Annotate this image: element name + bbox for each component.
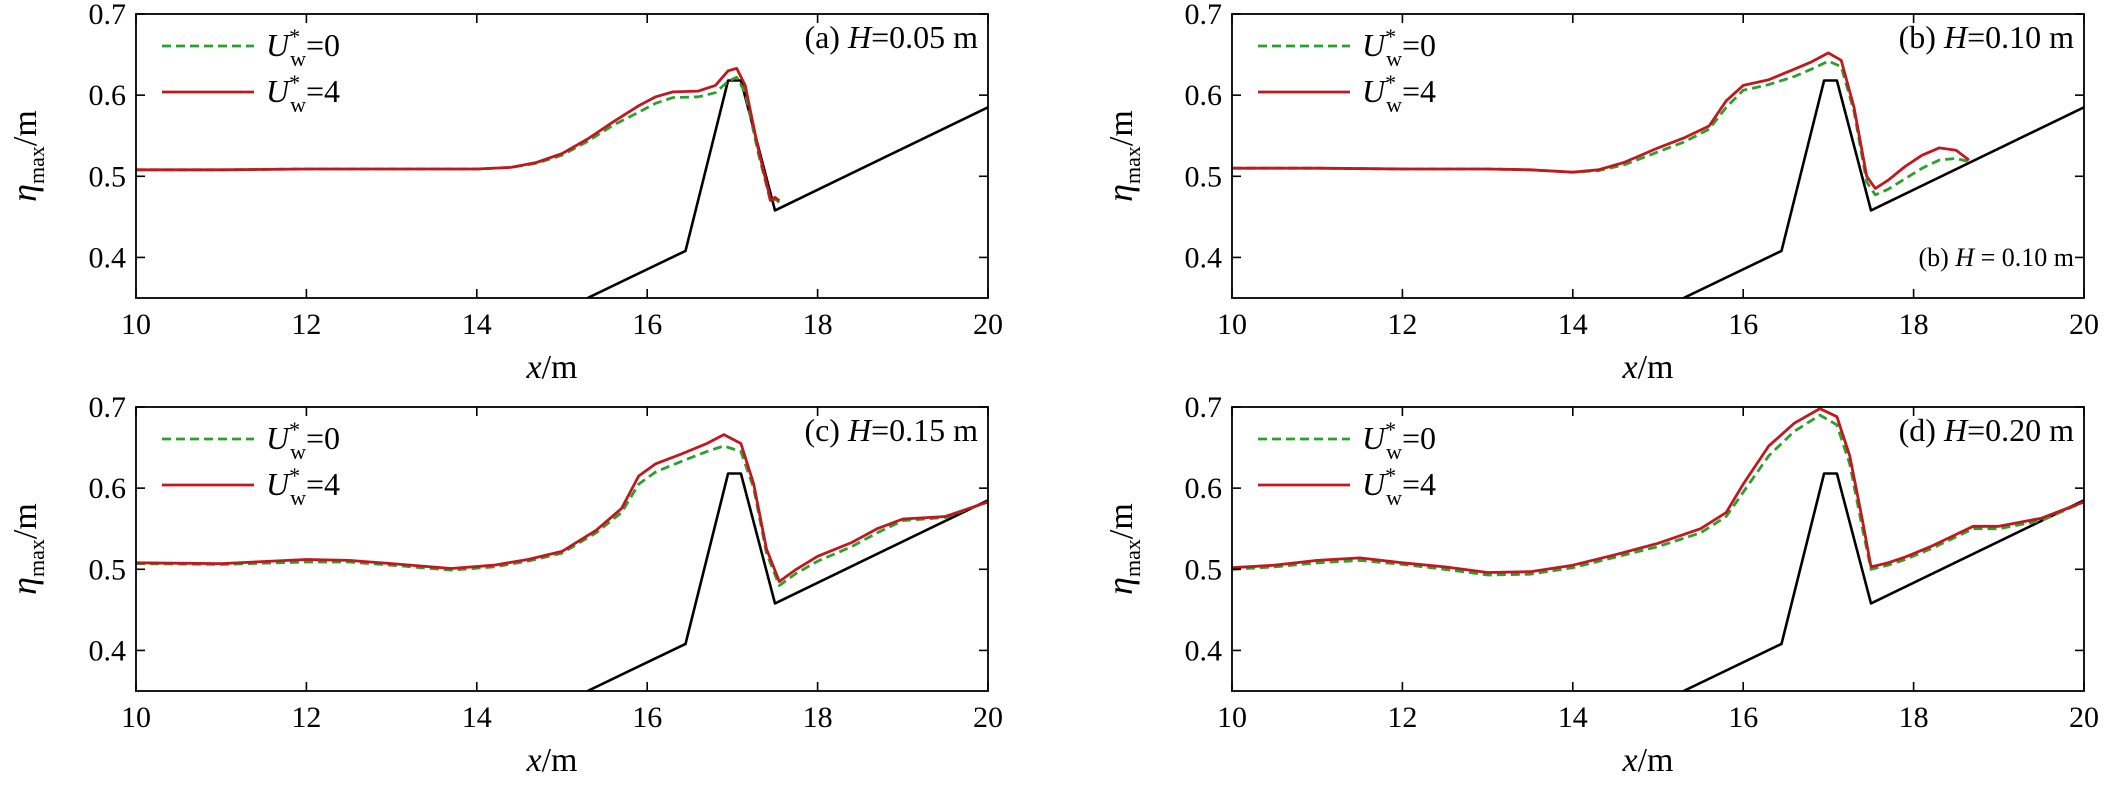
x-axis-label: x/m	[1622, 349, 1674, 386]
y-axis-label: ηmax/m	[1100, 110, 1145, 202]
legend-label-uw0: U* w=0	[1362, 24, 1436, 71]
panel-d: 10 12 14 16 18 20 0.4 0.5 0.6 0.7 x/m ηmax/m (d) H=0…	[1100, 391, 2099, 779]
axes-frame	[1231, 406, 2085, 692]
legend: U* w=0U* w=4	[162, 417, 340, 510]
panel-title: (b) H=0.10 m	[1899, 19, 2074, 55]
x-tick-label: 12	[1387, 701, 1417, 734]
x-axis-label: x/m	[526, 349, 578, 386]
plot-area	[136, 433, 988, 691]
legend-label-uw0: U* w=0	[266, 24, 340, 71]
bathymetry-line	[1683, 472, 2084, 691]
y-tick-label: 0.7	[89, 0, 127, 31]
bathymetry-line	[587, 79, 988, 298]
y-tick-label: 0.6	[1185, 79, 1223, 112]
legend-label-uw4: U* w=4	[266, 70, 340, 117]
panel-b: 10 12 14 16 18 20 0.4 0.5 0.6 0.7 x/m ηmax/m (b) H=0…	[1100, 0, 2099, 386]
plot-area	[136, 67, 988, 298]
x-tick-label: 14	[1558, 701, 1588, 734]
legend-label-uw4: U* w=4	[266, 463, 340, 510]
series-line-uw4	[136, 433, 988, 583]
y-tick-label: 0.4	[89, 634, 127, 667]
y-axis-label: ηmax/m	[4, 110, 49, 202]
x-tick-label: 14	[462, 701, 492, 734]
bathymetry-line	[1683, 79, 2084, 298]
x-tick-label: 12	[291, 701, 321, 734]
legend: U* w=0U* w=4	[1258, 24, 1436, 117]
y-tick-label: 0.6	[1185, 472, 1223, 505]
panel-title: (d) H=0.20 m	[1899, 412, 2074, 448]
x-axis-label: x/m	[526, 742, 578, 779]
x-tick-label: 14	[1558, 308, 1588, 341]
y-tick-label: 0.5	[89, 160, 127, 193]
series-line-uw4	[1232, 51, 1970, 190]
plot-area	[1232, 51, 2084, 298]
x-tick-label: 20	[973, 308, 1003, 341]
y-tick-label: 0.5	[1185, 553, 1223, 586]
y-tick-label: 0.6	[89, 472, 127, 505]
series-line-uw4	[1232, 407, 2084, 574]
legend-label-uw4: U* w=4	[1362, 70, 1436, 117]
y-tick-label: 0.7	[1185, 391, 1223, 424]
series-line-uw4	[136, 67, 781, 202]
y-tick-label: 0.6	[89, 79, 127, 112]
x-tick-label: 10	[121, 701, 151, 734]
x-tick-label: 10	[1217, 308, 1247, 341]
x-tick-label: 16	[1728, 308, 1758, 341]
series-line-uw0	[136, 444, 988, 587]
series-line-uw0	[136, 75, 781, 204]
x-tick-label: 18	[803, 308, 833, 341]
legend-label-uw0: U* w=0	[266, 417, 340, 464]
x-axis-label: x/m	[1622, 742, 1674, 779]
axes-frame	[1231, 13, 2085, 299]
x-tick-label: 16	[632, 701, 662, 734]
legend: U* w=0U* w=4	[1258, 417, 1436, 510]
y-tick-label: 0.5	[1185, 160, 1223, 193]
y-axis-label: ηmax/m	[4, 503, 49, 595]
y-axis-label: ηmax/m	[1100, 503, 1145, 595]
panel-a: 10 12 14 16 18 20 0.4 0.5 0.6 0.7 x/m ηmax/m (a) H=0…	[4, 0, 1003, 386]
y-tick-label: 0.7	[1185, 0, 1223, 31]
panel-title: (a) H=0.05 m	[804, 19, 978, 55]
x-tick-label: 18	[1899, 701, 1929, 734]
series-line-uw0	[1232, 413, 2084, 577]
panel-title: (c) H=0.15 m	[804, 412, 978, 448]
x-tick-label: 18	[803, 701, 833, 734]
plot-area	[1232, 407, 2084, 691]
legend: U* w=0U* w=4	[162, 24, 340, 117]
x-tick-label: 20	[973, 701, 1003, 734]
panel-c: 10 12 14 16 18 20 0.4 0.5 0.6 0.7 x/m ηmax/m (c) H=0…	[4, 391, 1003, 779]
x-tick-label: 20	[2069, 308, 2099, 341]
legend-label-uw0: U* w=0	[1362, 417, 1436, 464]
x-tick-label: 16	[632, 308, 662, 341]
x-tick-label: 12	[1387, 308, 1417, 341]
legend-label-uw4: U* w=4	[1362, 463, 1436, 510]
axes-frame	[135, 406, 989, 692]
bathymetry-line	[587, 472, 988, 691]
x-tick-label: 18	[1899, 308, 1929, 341]
x-tick-label: 14	[462, 308, 492, 341]
y-tick-label: 0.5	[89, 553, 127, 586]
y-tick-label: 0.7	[89, 391, 127, 424]
y-tick-label: 0.4	[1185, 634, 1223, 667]
x-tick-label: 10	[1217, 701, 1247, 734]
panel-annotation: (b) H = 0.10 m	[1919, 243, 2075, 272]
y-tick-label: 0.4	[89, 241, 127, 274]
y-tick-label: 0.4	[1185, 241, 1223, 274]
x-tick-label: 20	[2069, 701, 2099, 734]
x-tick-label: 10	[121, 308, 151, 341]
x-tick-label: 16	[1728, 701, 1758, 734]
x-tick-label: 12	[291, 308, 321, 341]
axes-frame	[135, 13, 989, 299]
